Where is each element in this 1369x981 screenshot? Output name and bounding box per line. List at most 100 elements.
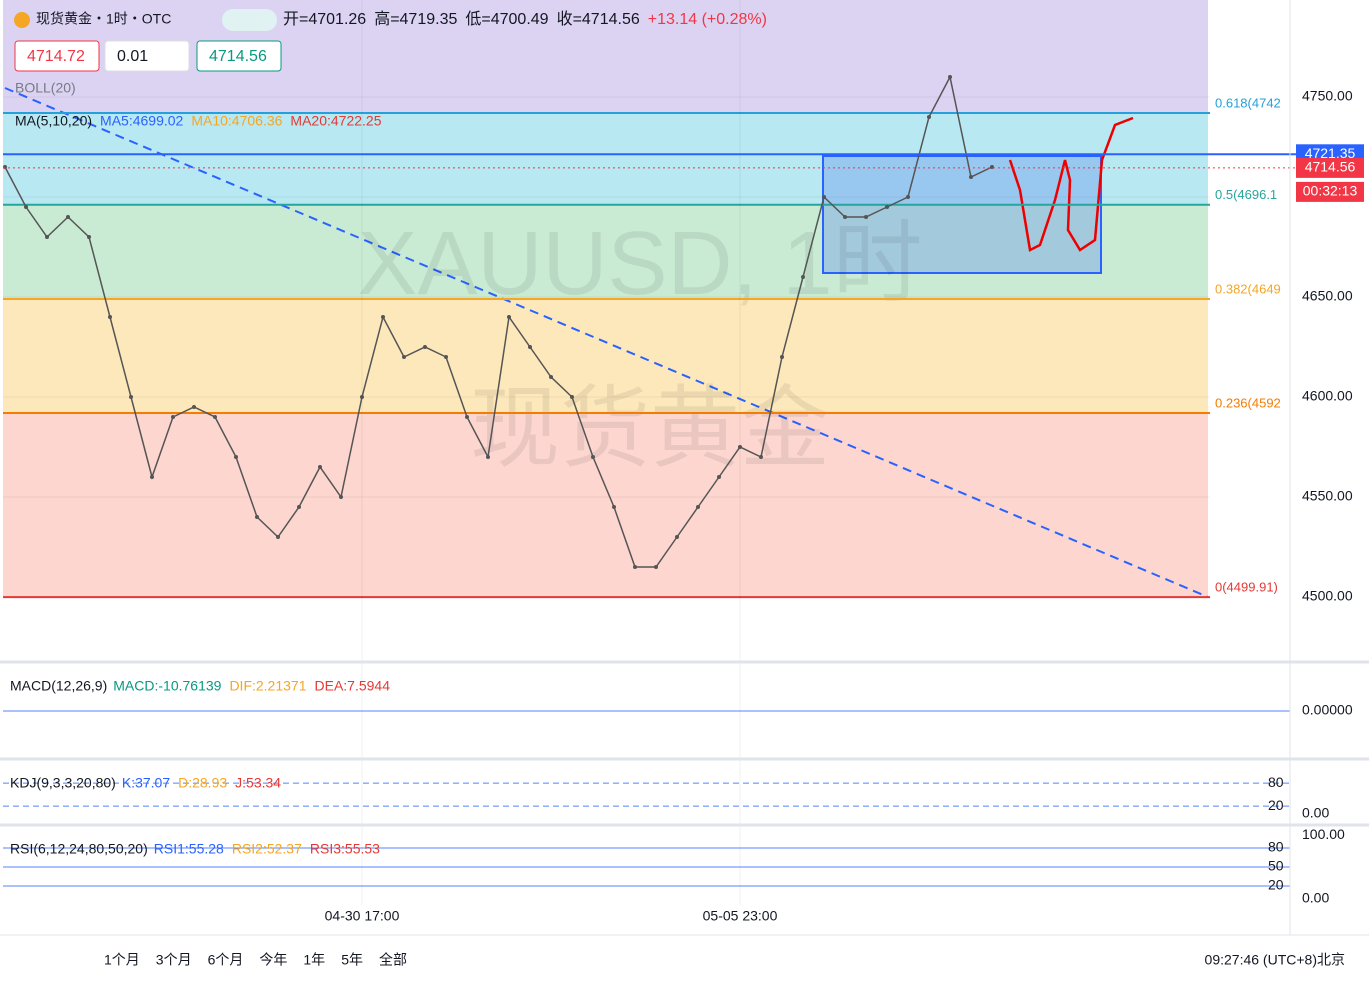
price-point <box>276 535 280 539</box>
price-point <box>381 315 385 319</box>
price-point <box>906 195 910 199</box>
price-point <box>969 175 973 179</box>
price-point <box>885 205 889 209</box>
countdown-box <box>1296 181 1364 202</box>
price-point <box>171 415 175 419</box>
quote: 0.01 <box>117 48 148 65</box>
ohlc: 高=4719.35 <box>374 10 457 28</box>
price-point <box>339 495 343 499</box>
range-button[interactable]: 3个月 <box>156 952 192 968</box>
symbol: 现货黄金・1时・OTC <box>36 11 171 27</box>
price-point <box>360 395 364 399</box>
price-point <box>297 505 301 509</box>
ohlc: 开=4701.26 <box>283 11 366 28</box>
fib-band <box>3 413 1208 598</box>
price-point <box>843 215 847 219</box>
watermark: 现货黄金 <box>470 379 830 479</box>
panel-value: K:37.07 <box>122 775 170 791</box>
range-button[interactable]: 全部 <box>379 952 407 968</box>
price-point <box>570 395 574 399</box>
panel-value: RSI2:52.37 <box>232 841 302 857</box>
price-point <box>129 395 133 399</box>
fib-label: 0.382(4649 <box>1215 281 1281 296</box>
price-point <box>66 215 70 219</box>
panel-value: RSI3:55.53 <box>310 841 380 857</box>
price-point <box>612 505 616 509</box>
price-point <box>654 565 658 569</box>
price-point <box>549 375 553 379</box>
quote-box <box>196 40 282 72</box>
legend: MA20:4722.25 <box>290 113 381 129</box>
price-tag: 4714.56 <box>1305 159 1356 175</box>
price-point <box>507 315 511 319</box>
panel-value: D:28.93 <box>178 775 227 791</box>
legend: MA(5,10,20) <box>15 113 92 129</box>
range-box <box>822 155 1102 274</box>
panel-tick-label: 20 <box>1268 797 1284 813</box>
range-button[interactable]: 1个月 <box>104 952 140 968</box>
toggle <box>222 9 277 31</box>
trend-line <box>4 87 1209 598</box>
price-point <box>948 75 952 79</box>
price-point <box>3 165 7 169</box>
price-point <box>801 275 805 279</box>
price-point <box>738 445 742 449</box>
range-button[interactable]: 1年 <box>303 952 325 968</box>
price-point <box>192 405 196 409</box>
y-tick-label: 4600.00 <box>1302 388 1353 404</box>
price-point <box>234 455 238 459</box>
legend: MA5:4699.02 <box>100 113 183 129</box>
y-tick-label: 4650.00 <box>1302 288 1353 304</box>
price-point <box>675 535 679 539</box>
panel-title: RSI(6,12,24,80,50,20) <box>10 841 148 857</box>
ohlc: +13.14 (+0.28%) <box>648 11 767 28</box>
panel-value: DIF:2.21371 <box>229 678 306 694</box>
price-point <box>444 355 448 359</box>
fib-label: 0.5(4696.1 <box>1215 187 1277 202</box>
price-point <box>255 515 259 519</box>
fib-band <box>3 204 1208 299</box>
fib-band <box>3 299 1208 413</box>
panel-tick-label: 50 <box>1268 858 1284 874</box>
panel-tick-label: 80 <box>1268 839 1284 855</box>
price-line <box>4 74 993 568</box>
x-tick-label: 05-05 23:00 <box>703 908 778 924</box>
panel-tick-label: 100.00 <box>1302 826 1345 842</box>
fib-label: 0.236(4592 <box>1215 395 1281 410</box>
panel-value: RSI1:55.28 <box>154 841 224 857</box>
range-button[interactable]: 5年 <box>341 952 363 968</box>
price-point <box>108 315 112 319</box>
price-point <box>45 235 49 239</box>
panel-value: MACD:-10.76139 <box>113 678 221 694</box>
quote: 4714.72 <box>27 48 85 65</box>
price-point <box>591 455 595 459</box>
panel-tick-label: 0.00 <box>1302 889 1329 905</box>
quote: 4714.56 <box>209 48 267 65</box>
price-point <box>633 565 637 569</box>
panel-value: J:53.34 <box>235 775 281 791</box>
range-button[interactable]: 今年 <box>259 952 287 968</box>
price-tag-box <box>1296 157 1364 178</box>
ohlc: 低=4700.49 <box>465 10 548 28</box>
symbol-icon <box>14 12 30 28</box>
fib-band <box>3 113 1208 205</box>
panel-tick-label: 0.00 <box>1302 805 1329 821</box>
price-point <box>696 505 700 509</box>
price-point <box>780 355 784 359</box>
price-point <box>402 355 406 359</box>
legend: BOLL(20) <box>15 80 76 96</box>
range-button[interactable]: 6个月 <box>208 952 244 968</box>
y-tick-label: 4550.00 <box>1302 488 1353 504</box>
price-point <box>822 195 826 199</box>
price-point <box>465 415 469 419</box>
quote-box <box>104 40 190 72</box>
x-tick-label: 04-30 17:00 <box>325 908 400 924</box>
panel-title: MACD(12,26,9) <box>10 678 107 694</box>
panel-tick-label: 80 <box>1268 774 1284 790</box>
price-point <box>717 475 721 479</box>
price-tag: 4721.35 <box>1305 145 1356 161</box>
price-point <box>864 215 868 219</box>
price-point <box>927 115 931 119</box>
